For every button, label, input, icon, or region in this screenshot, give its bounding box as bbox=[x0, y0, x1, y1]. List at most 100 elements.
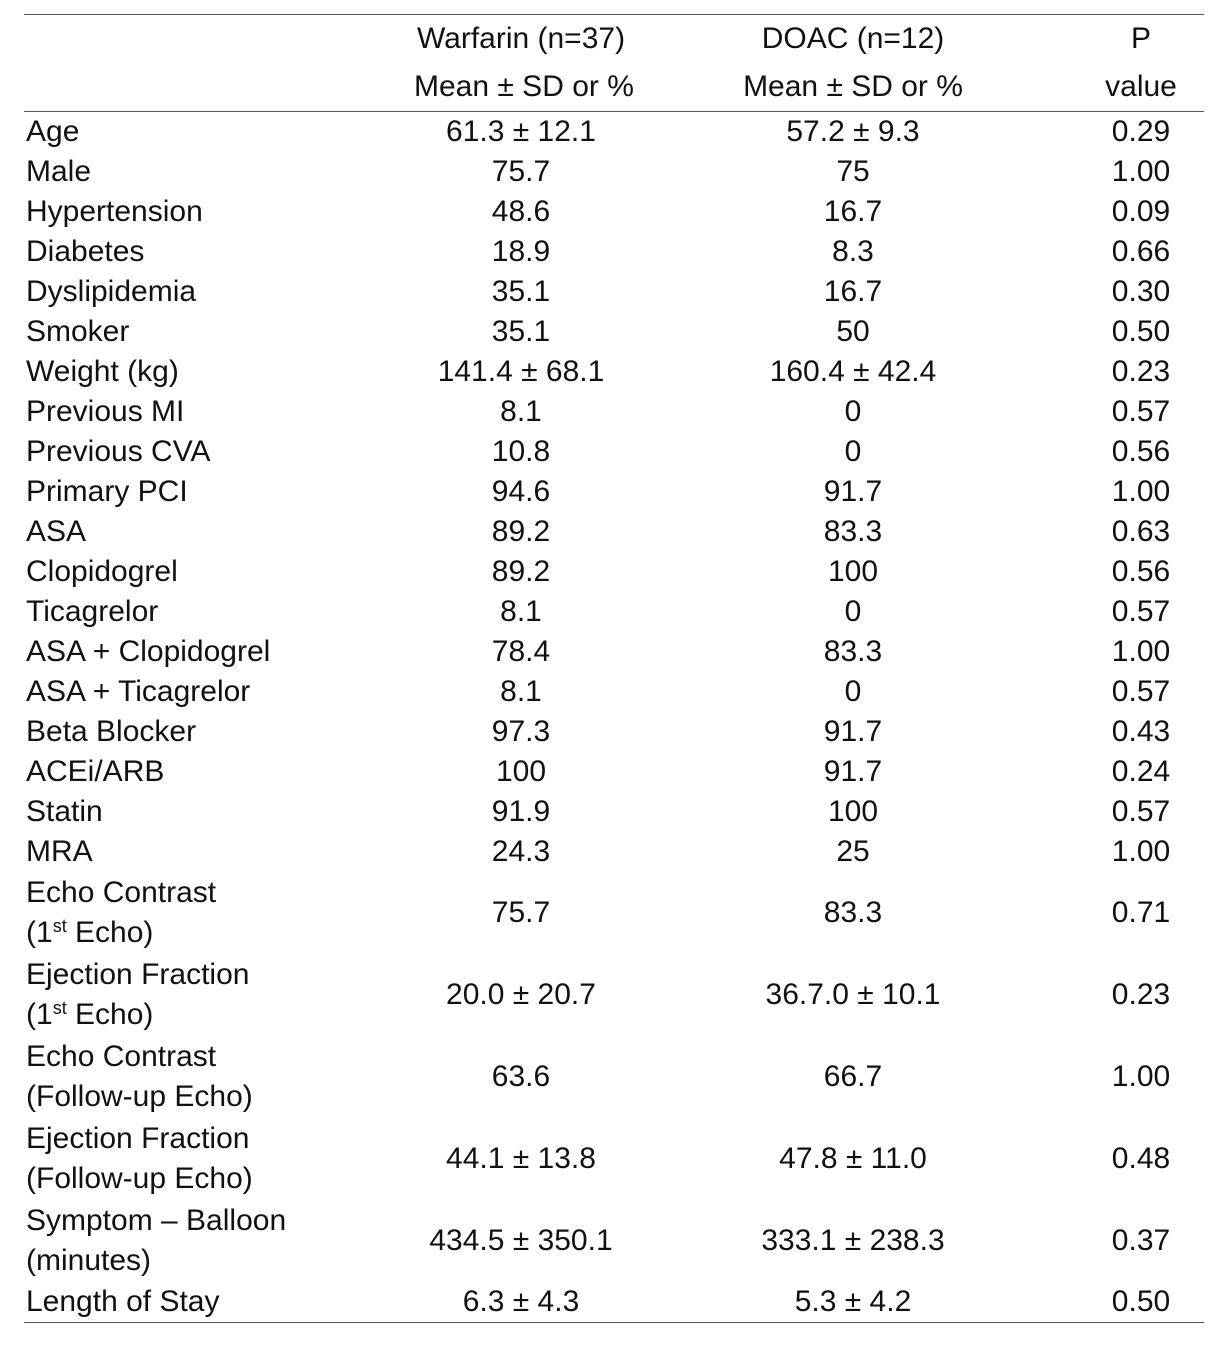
row-label: ASA + Clopidogrel bbox=[24, 632, 414, 672]
doac-value: 75 bbox=[836, 155, 870, 188]
doac-value: 16.7 bbox=[823, 275, 883, 308]
header-label-blank bbox=[24, 14, 414, 63]
doac-value: 36.7.0 ± 10.1 bbox=[765, 978, 941, 1011]
row-label: Previous CVA bbox=[24, 432, 414, 472]
row-label-line: Beta Blocker bbox=[26, 715, 197, 748]
p-value: 1.00 bbox=[1111, 835, 1171, 868]
table-row: Male 75.7 75 1.00 bbox=[24, 152, 1204, 192]
row-label: Echo Contrast (1st Echo) bbox=[24, 872, 414, 954]
header-warfarin-title: Warfarin (n=37) bbox=[414, 14, 628, 63]
row-label: Symptom – Balloon (minutes) bbox=[24, 1200, 414, 1282]
row-label-line: Age bbox=[26, 115, 80, 148]
row-label-line: Clopidogrel bbox=[26, 555, 178, 588]
table-row: Echo Contrast (1st Echo) 75.7 83.3 0.71 bbox=[24, 872, 1204, 954]
row-label-line: Echo Contrast bbox=[26, 876, 217, 909]
warfarin-value: 97.3 bbox=[491, 715, 551, 748]
p-value: 0.71 bbox=[1111, 896, 1171, 929]
row-label-line: ACEi/ARB bbox=[26, 755, 165, 788]
row-label: Diabetes bbox=[24, 232, 414, 272]
p-value: 0.66 bbox=[1111, 235, 1171, 268]
table-row: ASA + Ticagrelor 8.1 0 0.57 bbox=[24, 672, 1204, 712]
warfarin-value: 94.6 bbox=[491, 475, 551, 508]
row-label-line: ASA + Ticagrelor bbox=[26, 675, 251, 708]
row-label: Length of Stay bbox=[24, 1282, 414, 1323]
table-row: ASA + Clopidogrel 78.4 83.3 1.00 bbox=[24, 632, 1204, 672]
table-row: Symptom – Balloon (minutes) 434.5 ± 350.1 3… bbox=[24, 1200, 1204, 1282]
table-row: Ticagrelor 8.1 0 0.57 bbox=[24, 592, 1204, 632]
warfarin-value: 89.2 bbox=[491, 515, 551, 548]
warfarin-value: 18.9 bbox=[491, 235, 551, 268]
table-row: Length of Stay 6.3 ± 4.3 5.3 ± 4.2 0.50 bbox=[24, 1282, 1204, 1323]
doac-value: 100 bbox=[827, 795, 879, 828]
doac-value: 5.3 ± 4.2 bbox=[628, 1282, 1078, 1323]
doac-value: 100 bbox=[827, 555, 879, 588]
table-row: Beta Blocker 97.3 91.7 0.43 bbox=[24, 712, 1204, 752]
table-header: Warfarin (n=37) DOAC (n=12) P Mean ± SD … bbox=[24, 14, 1204, 112]
p-value: 1.00 bbox=[1111, 1060, 1171, 1093]
header-p-subtitle: value bbox=[1078, 63, 1204, 112]
row-label-line: ASA + Clopidogrel bbox=[26, 635, 271, 668]
doac-value: 160.4 ± 42.4 bbox=[769, 355, 937, 388]
p-value: 0.57 bbox=[1111, 595, 1171, 628]
row-label: Clopidogrel bbox=[24, 552, 414, 592]
doac-value: 8.3 bbox=[832, 235, 874, 268]
row-label-line: Statin bbox=[26, 795, 103, 828]
ordinal-suffix: st bbox=[52, 998, 67, 1018]
doac-value: 83.3 bbox=[823, 635, 883, 668]
row-label: Beta Blocker bbox=[24, 712, 414, 752]
warfarin-value: 8.1 bbox=[500, 395, 542, 428]
p-value: 0.30 bbox=[1111, 275, 1171, 308]
warfarin-value: 141.4 ± 68.1 bbox=[437, 355, 605, 388]
table-row: Previous MI 8.1 0 0.57 bbox=[24, 392, 1204, 432]
table-row: Smoker 35.1 50 0.50 bbox=[24, 312, 1204, 352]
row-label: Ejection Fraction (1st Echo) bbox=[24, 954, 414, 1036]
warfarin-value: 8.1 bbox=[500, 595, 542, 628]
row-label-line: Previous MI bbox=[26, 395, 185, 428]
table-row: Statin 91.9 100 0.57 bbox=[24, 792, 1204, 832]
row-label-line: Diabetes bbox=[26, 235, 145, 268]
doac-value: 333.1 ± 238.3 bbox=[761, 1224, 945, 1257]
warfarin-value: 24.3 bbox=[491, 835, 551, 868]
row-label: Male bbox=[24, 152, 414, 192]
p-value: 0.37 bbox=[1111, 1224, 1171, 1257]
doac-value: 91.7 bbox=[823, 715, 883, 748]
warfarin-value: 35.1 bbox=[491, 315, 551, 348]
row-label-line: ASA bbox=[26, 515, 87, 548]
table-row: Ejection Fraction (Follow-up Echo) 44.1 ± … bbox=[24, 1118, 1204, 1200]
doac-value: 66.7 bbox=[823, 1060, 883, 1093]
row-label-line: Length of Stay bbox=[26, 1285, 220, 1318]
table-row: Ejection Fraction (1st Echo) 20.0 ± 20.7 36… bbox=[24, 954, 1204, 1036]
row-label: ASA + Ticagrelor bbox=[24, 672, 414, 712]
table-row: Hypertension 48.6 16.7 0.09 bbox=[24, 192, 1204, 232]
row-label-line: Weight (kg) bbox=[26, 355, 179, 388]
row-label-line: Ejection Fraction bbox=[26, 958, 250, 991]
p-value: 0.56 bbox=[1111, 555, 1171, 588]
row-label-line: Hypertension bbox=[26, 195, 203, 228]
warfarin-value: 75.7 bbox=[491, 896, 551, 929]
header-doac-subtitle: Mean ± SD or % bbox=[628, 63, 1078, 112]
row-label-line: (minutes) bbox=[26, 1244, 152, 1277]
p-value: 0.63 bbox=[1111, 515, 1171, 548]
table-row: ASA 89.2 83.3 0.63 bbox=[24, 512, 1204, 552]
p-value: 1.00 bbox=[1111, 475, 1171, 508]
table-body: Age 61.3 ± 12.1 57.2 ± 9.3 0.29 Male 75.7 75 1.… bbox=[24, 112, 1204, 1323]
row-label: Smoker bbox=[24, 312, 414, 352]
doac-value: 0 bbox=[844, 675, 862, 708]
doac-value: 91.7 bbox=[823, 475, 883, 508]
row-label: Age bbox=[24, 112, 414, 153]
warfarin-value: 6.3 ± 4.3 bbox=[414, 1282, 628, 1323]
header-label-blank-2 bbox=[24, 63, 414, 112]
warfarin-value: 20.0 ± 20.7 bbox=[446, 978, 596, 1011]
row-label-line: Echo Contrast bbox=[26, 1040, 217, 1073]
table-row: Weight (kg) 141.4 ± 68.1 160.4 ± 42.4 0.23 bbox=[24, 352, 1204, 392]
warfarin-value: 48.6 bbox=[491, 195, 551, 228]
row-label-line: Symptom – Balloon bbox=[26, 1204, 287, 1237]
row-label: ACEi/ARB bbox=[24, 752, 414, 792]
p-value: 0.50 bbox=[1111, 315, 1171, 348]
row-label-line: Ticagrelor bbox=[26, 595, 159, 628]
header-warfarin-subtitle: Mean ± SD or % bbox=[414, 63, 634, 112]
row-label-line: Smoker bbox=[26, 315, 130, 348]
table-row: Previous CVA 10.8 0 0.56 bbox=[24, 432, 1204, 472]
row-label: Previous MI bbox=[24, 392, 414, 432]
p-value: 0.43 bbox=[1111, 715, 1171, 748]
